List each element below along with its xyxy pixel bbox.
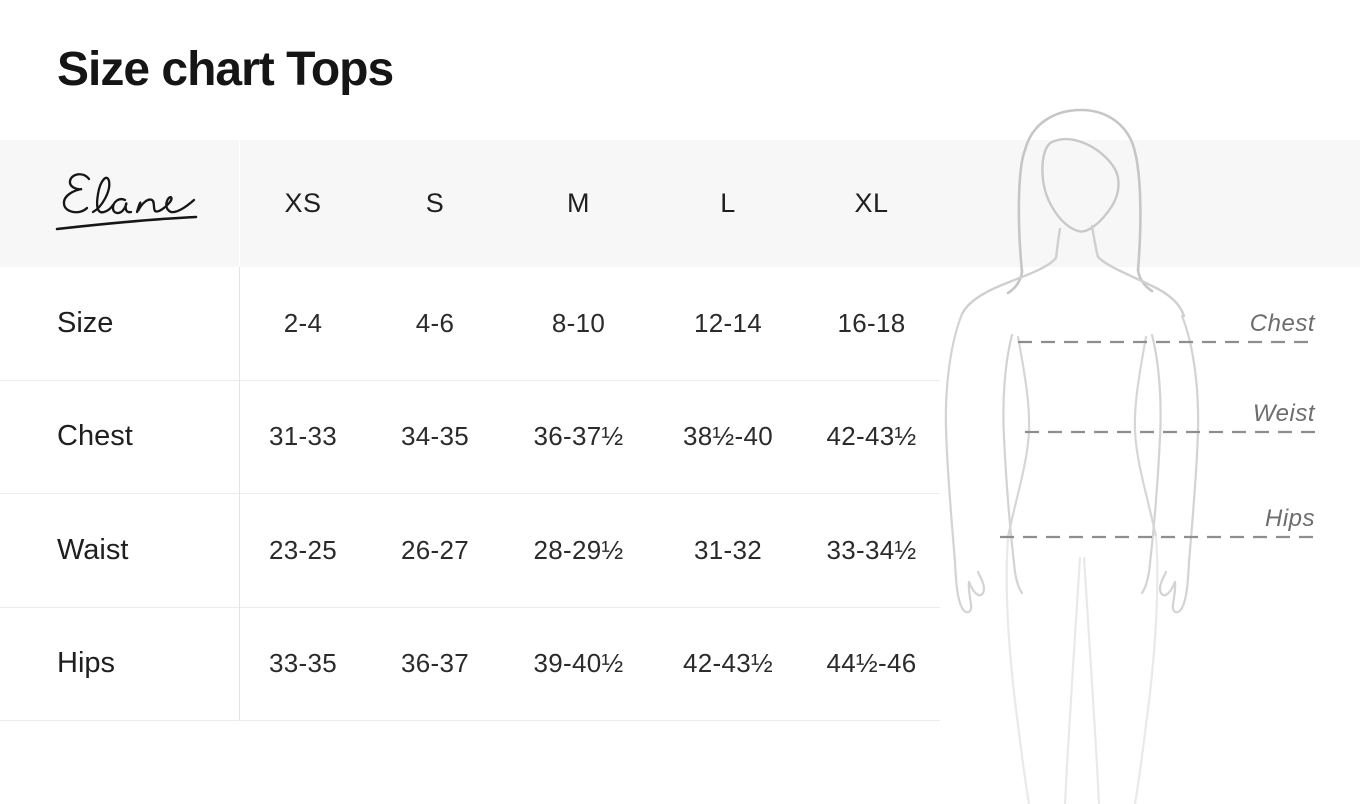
torso-outline <box>1006 335 1158 539</box>
hips-value-m: 39-40½ <box>533 648 624 679</box>
hair-outline <box>1006 108 1154 295</box>
size-value-xs: 2-4 <box>283 307 323 338</box>
measurement-label-weist: Weist <box>1252 400 1315 427</box>
column-divider-header <box>239 140 240 267</box>
page-title: Size chart Tops <box>57 43 394 96</box>
arms-outline <box>944 312 1200 614</box>
table-header-row: Elan XS S M L XL <box>0 140 940 267</box>
row-label-chest: Chest <box>57 420 133 453</box>
row-label-hips: Hips <box>57 647 116 680</box>
waist-value-l: 31-32 <box>694 534 762 565</box>
column-divider <box>239 267 240 721</box>
row-label-size: Size <box>57 306 114 339</box>
chest-value-s: 34-35 <box>401 421 469 452</box>
column-header-m: M <box>567 188 590 218</box>
waist-value-s: 26-27 <box>401 534 469 565</box>
chest-value-m: 36-37½ <box>533 421 624 452</box>
face-outline <box>1041 138 1120 233</box>
brand-logo: Elan <box>0 169 240 239</box>
female-body-figure <box>944 108 1315 804</box>
waist-value-xl: 33-34½ <box>826 534 917 565</box>
column-header-s: S <box>425 188 445 218</box>
table-row-waist: Waist 23-25 26-27 28-29½ 31-32 33-34½ <box>0 494 940 608</box>
waist-value-xs: 23-25 <box>269 534 337 565</box>
waist-value-m: 28-29½ <box>533 534 624 565</box>
column-header-xs: XS <box>284 188 322 218</box>
size-value-l: 12-14 <box>694 307 762 338</box>
elan-signature-icon <box>55 172 198 230</box>
row-label-waist: Waist <box>57 533 129 566</box>
size-value-s: 4-6 <box>415 307 455 338</box>
column-header-xl: XL <box>854 188 889 218</box>
hips-value-xs: 33-35 <box>269 648 337 679</box>
size-value-xl: 16-18 <box>837 307 906 338</box>
chest-value-xl: 42-43½ <box>826 421 917 452</box>
table-row-hips: Hips 33-35 36-37 39-40½ 42-43½ 44½-46 <box>0 608 940 721</box>
table-row-chest: Chest 31-33 34-35 36-37½ 38½-40 42-43½ <box>0 381 940 494</box>
table-row-size: Size 2-4 4-6 8-10 12-14 16-18 <box>0 267 940 381</box>
size-value-m: 8-10 <box>551 307 606 338</box>
table-header-band <box>0 140 1360 267</box>
hips-value-s: 36-37 <box>401 648 469 679</box>
measurement-label-hips: Hips <box>1264 505 1315 532</box>
shoulders-outline <box>960 224 1186 318</box>
hips-value-l: 42-43½ <box>683 648 773 679</box>
measurement-dashed-lines <box>1000 340 1315 539</box>
hips-value-xl: 44½-46 <box>826 648 917 679</box>
size-table: Elan XS S M L XL Size 2-4 4-6 8-10 12-14… <box>0 140 940 721</box>
chest-value-l: 38½-40 <box>683 421 773 452</box>
legs-outline <box>1005 535 1159 804</box>
measurement-label-chest: Chest <box>1249 310 1315 337</box>
column-header-l: L <box>720 188 736 218</box>
chest-value-xs: 31-33 <box>269 421 337 452</box>
